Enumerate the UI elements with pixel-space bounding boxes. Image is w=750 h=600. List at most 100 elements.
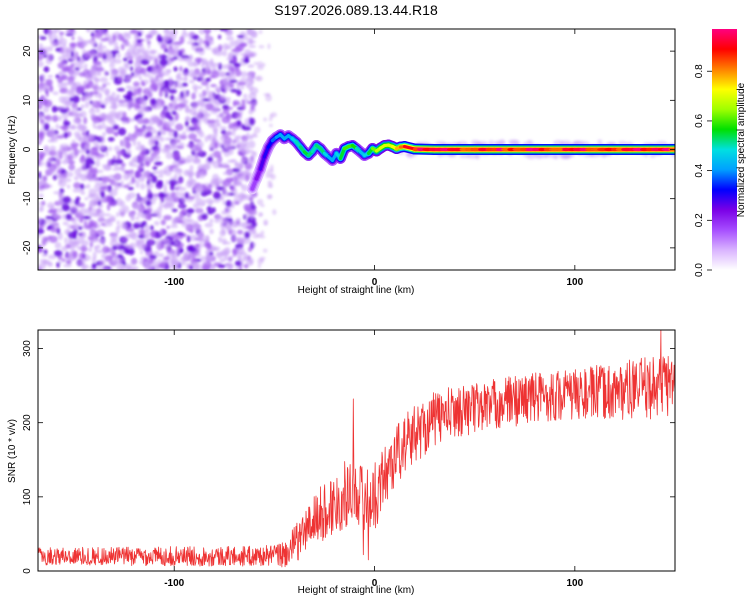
noise-blob xyxy=(181,197,186,203)
noise-blob xyxy=(201,114,206,123)
noise-blob xyxy=(61,112,69,119)
noise-blob xyxy=(67,160,76,165)
noise-blob xyxy=(112,245,118,251)
noise-blob xyxy=(218,34,222,40)
noise-blob xyxy=(166,225,170,229)
noise-blob xyxy=(41,200,45,206)
noise-blob xyxy=(205,46,212,50)
noise-blob xyxy=(100,267,109,270)
spec-y-tick-label-0: -20 xyxy=(22,240,33,255)
noise-blob xyxy=(161,147,168,154)
noise-blob xyxy=(134,171,143,178)
ridge-point xyxy=(416,147,425,152)
noise-blob xyxy=(241,145,250,151)
noise-blob xyxy=(217,264,226,269)
noise-blob xyxy=(256,61,264,68)
spectrogram-y-label: Frequency (Hz) xyxy=(7,116,18,185)
noise-blob xyxy=(122,57,128,62)
noise-blob xyxy=(85,29,90,32)
noise-blob xyxy=(116,87,126,92)
noise-blob xyxy=(101,222,106,227)
noise-blob xyxy=(234,181,243,186)
noise-blob xyxy=(219,112,225,118)
noise-blob xyxy=(244,49,251,54)
noise-blob xyxy=(55,123,60,130)
noise-blob xyxy=(220,149,227,154)
spectrogram-x-label: Height of straight line (km) xyxy=(298,285,415,296)
noise-blob xyxy=(70,62,75,69)
noise-blob xyxy=(51,114,59,123)
noise-blob xyxy=(63,131,69,139)
noise-blob xyxy=(163,256,170,261)
noise-blob xyxy=(186,154,195,163)
noise-blob xyxy=(182,29,187,35)
noise-blob xyxy=(180,48,185,54)
noise-blob xyxy=(82,215,92,220)
noise-blob xyxy=(192,202,199,209)
noise-blob xyxy=(125,84,132,90)
noise-blob xyxy=(133,34,139,41)
noise-blob xyxy=(73,131,81,137)
ridge-point xyxy=(478,147,487,152)
noise-blob xyxy=(130,170,134,178)
noise-blob xyxy=(110,101,117,110)
noise-blob xyxy=(92,119,99,124)
noise-blob xyxy=(188,252,193,257)
noise-blob xyxy=(69,42,77,47)
noise-blob xyxy=(53,213,60,220)
noise-blob xyxy=(38,103,43,110)
noise-blob xyxy=(115,211,120,218)
noise-blob xyxy=(157,36,164,43)
noise-blob xyxy=(147,192,154,200)
noise-blob xyxy=(137,164,143,173)
snr-x-tick-label-1: 0 xyxy=(372,578,378,589)
noise-blob xyxy=(70,50,74,58)
noise-blob xyxy=(63,263,72,268)
noise-blob xyxy=(140,151,146,156)
noise-blob xyxy=(95,160,101,168)
ridge-point xyxy=(543,147,552,152)
noise-blob xyxy=(65,89,72,95)
noise-blob xyxy=(209,251,214,256)
noise-blob xyxy=(38,171,42,179)
noise-blob xyxy=(137,31,142,37)
noise-blob xyxy=(93,184,102,190)
noise-blob xyxy=(136,141,142,146)
noise-blob xyxy=(162,203,170,210)
noise-blob xyxy=(67,81,75,86)
noise-blob xyxy=(119,70,126,78)
noise-blob xyxy=(188,133,197,140)
noise-blob xyxy=(182,131,187,137)
noise-blob xyxy=(549,155,558,159)
colorbar-tick-label-3: 0.6 xyxy=(694,114,705,128)
noise-blob xyxy=(201,264,211,270)
noise-blob xyxy=(196,171,206,176)
noise-blob xyxy=(157,142,162,150)
noise-blob xyxy=(160,219,167,226)
noise-blob xyxy=(177,103,186,109)
noise-blob xyxy=(56,134,65,139)
noise-blob xyxy=(62,258,66,262)
noise-blob xyxy=(143,260,149,266)
noise-blob xyxy=(242,93,248,99)
noise-blob xyxy=(47,209,56,214)
noise-blob xyxy=(38,187,45,192)
noise-blob xyxy=(209,228,214,235)
noise-blob xyxy=(248,92,257,101)
noise-blob xyxy=(226,221,234,225)
noise-blob xyxy=(137,243,146,251)
noise-blob xyxy=(142,171,146,178)
noise-blob xyxy=(69,244,75,251)
noise-blob xyxy=(127,60,134,65)
noise-blob xyxy=(187,196,196,200)
snr-y-tick-label-2: 200 xyxy=(22,414,33,431)
noise-blob xyxy=(204,35,213,41)
noise-blob xyxy=(148,75,155,81)
noise-blob xyxy=(85,83,90,90)
noise-blob xyxy=(71,36,75,41)
noise-blob xyxy=(132,102,140,109)
ridge-point xyxy=(470,147,482,152)
noise-blob xyxy=(166,165,171,169)
noise-blob xyxy=(219,258,225,263)
noise-blob xyxy=(59,125,68,129)
